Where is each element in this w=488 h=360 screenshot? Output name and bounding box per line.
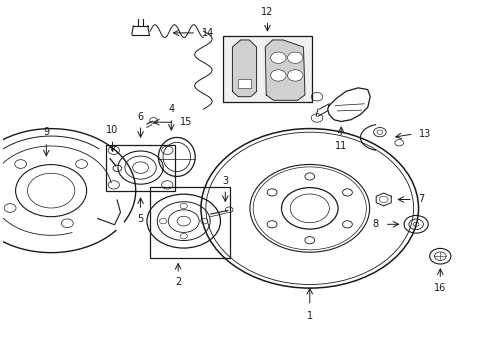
Text: 11: 11 — [334, 141, 346, 151]
Polygon shape — [232, 40, 256, 97]
Text: 10: 10 — [106, 125, 119, 135]
Circle shape — [270, 52, 285, 63]
Text: 15: 15 — [180, 117, 192, 127]
Text: 16: 16 — [433, 283, 446, 293]
Text: 3: 3 — [222, 176, 228, 186]
Text: 4: 4 — [168, 104, 174, 114]
Polygon shape — [265, 40, 305, 100]
Bar — [106, 145, 175, 191]
Circle shape — [287, 52, 303, 63]
Text: 9: 9 — [43, 127, 49, 136]
Text: 13: 13 — [418, 129, 430, 139]
Circle shape — [270, 70, 285, 81]
Bar — [223, 36, 311, 102]
Circle shape — [287, 70, 303, 81]
Text: 1: 1 — [306, 311, 312, 321]
Text: 2: 2 — [175, 278, 181, 288]
Text: 12: 12 — [261, 7, 273, 17]
Text: 7: 7 — [418, 194, 424, 204]
Text: 6: 6 — [137, 112, 143, 122]
Bar — [150, 187, 229, 258]
Text: 14: 14 — [202, 28, 214, 38]
Text: 8: 8 — [371, 219, 378, 229]
Bar — [238, 79, 250, 88]
Text: 5: 5 — [137, 214, 143, 224]
